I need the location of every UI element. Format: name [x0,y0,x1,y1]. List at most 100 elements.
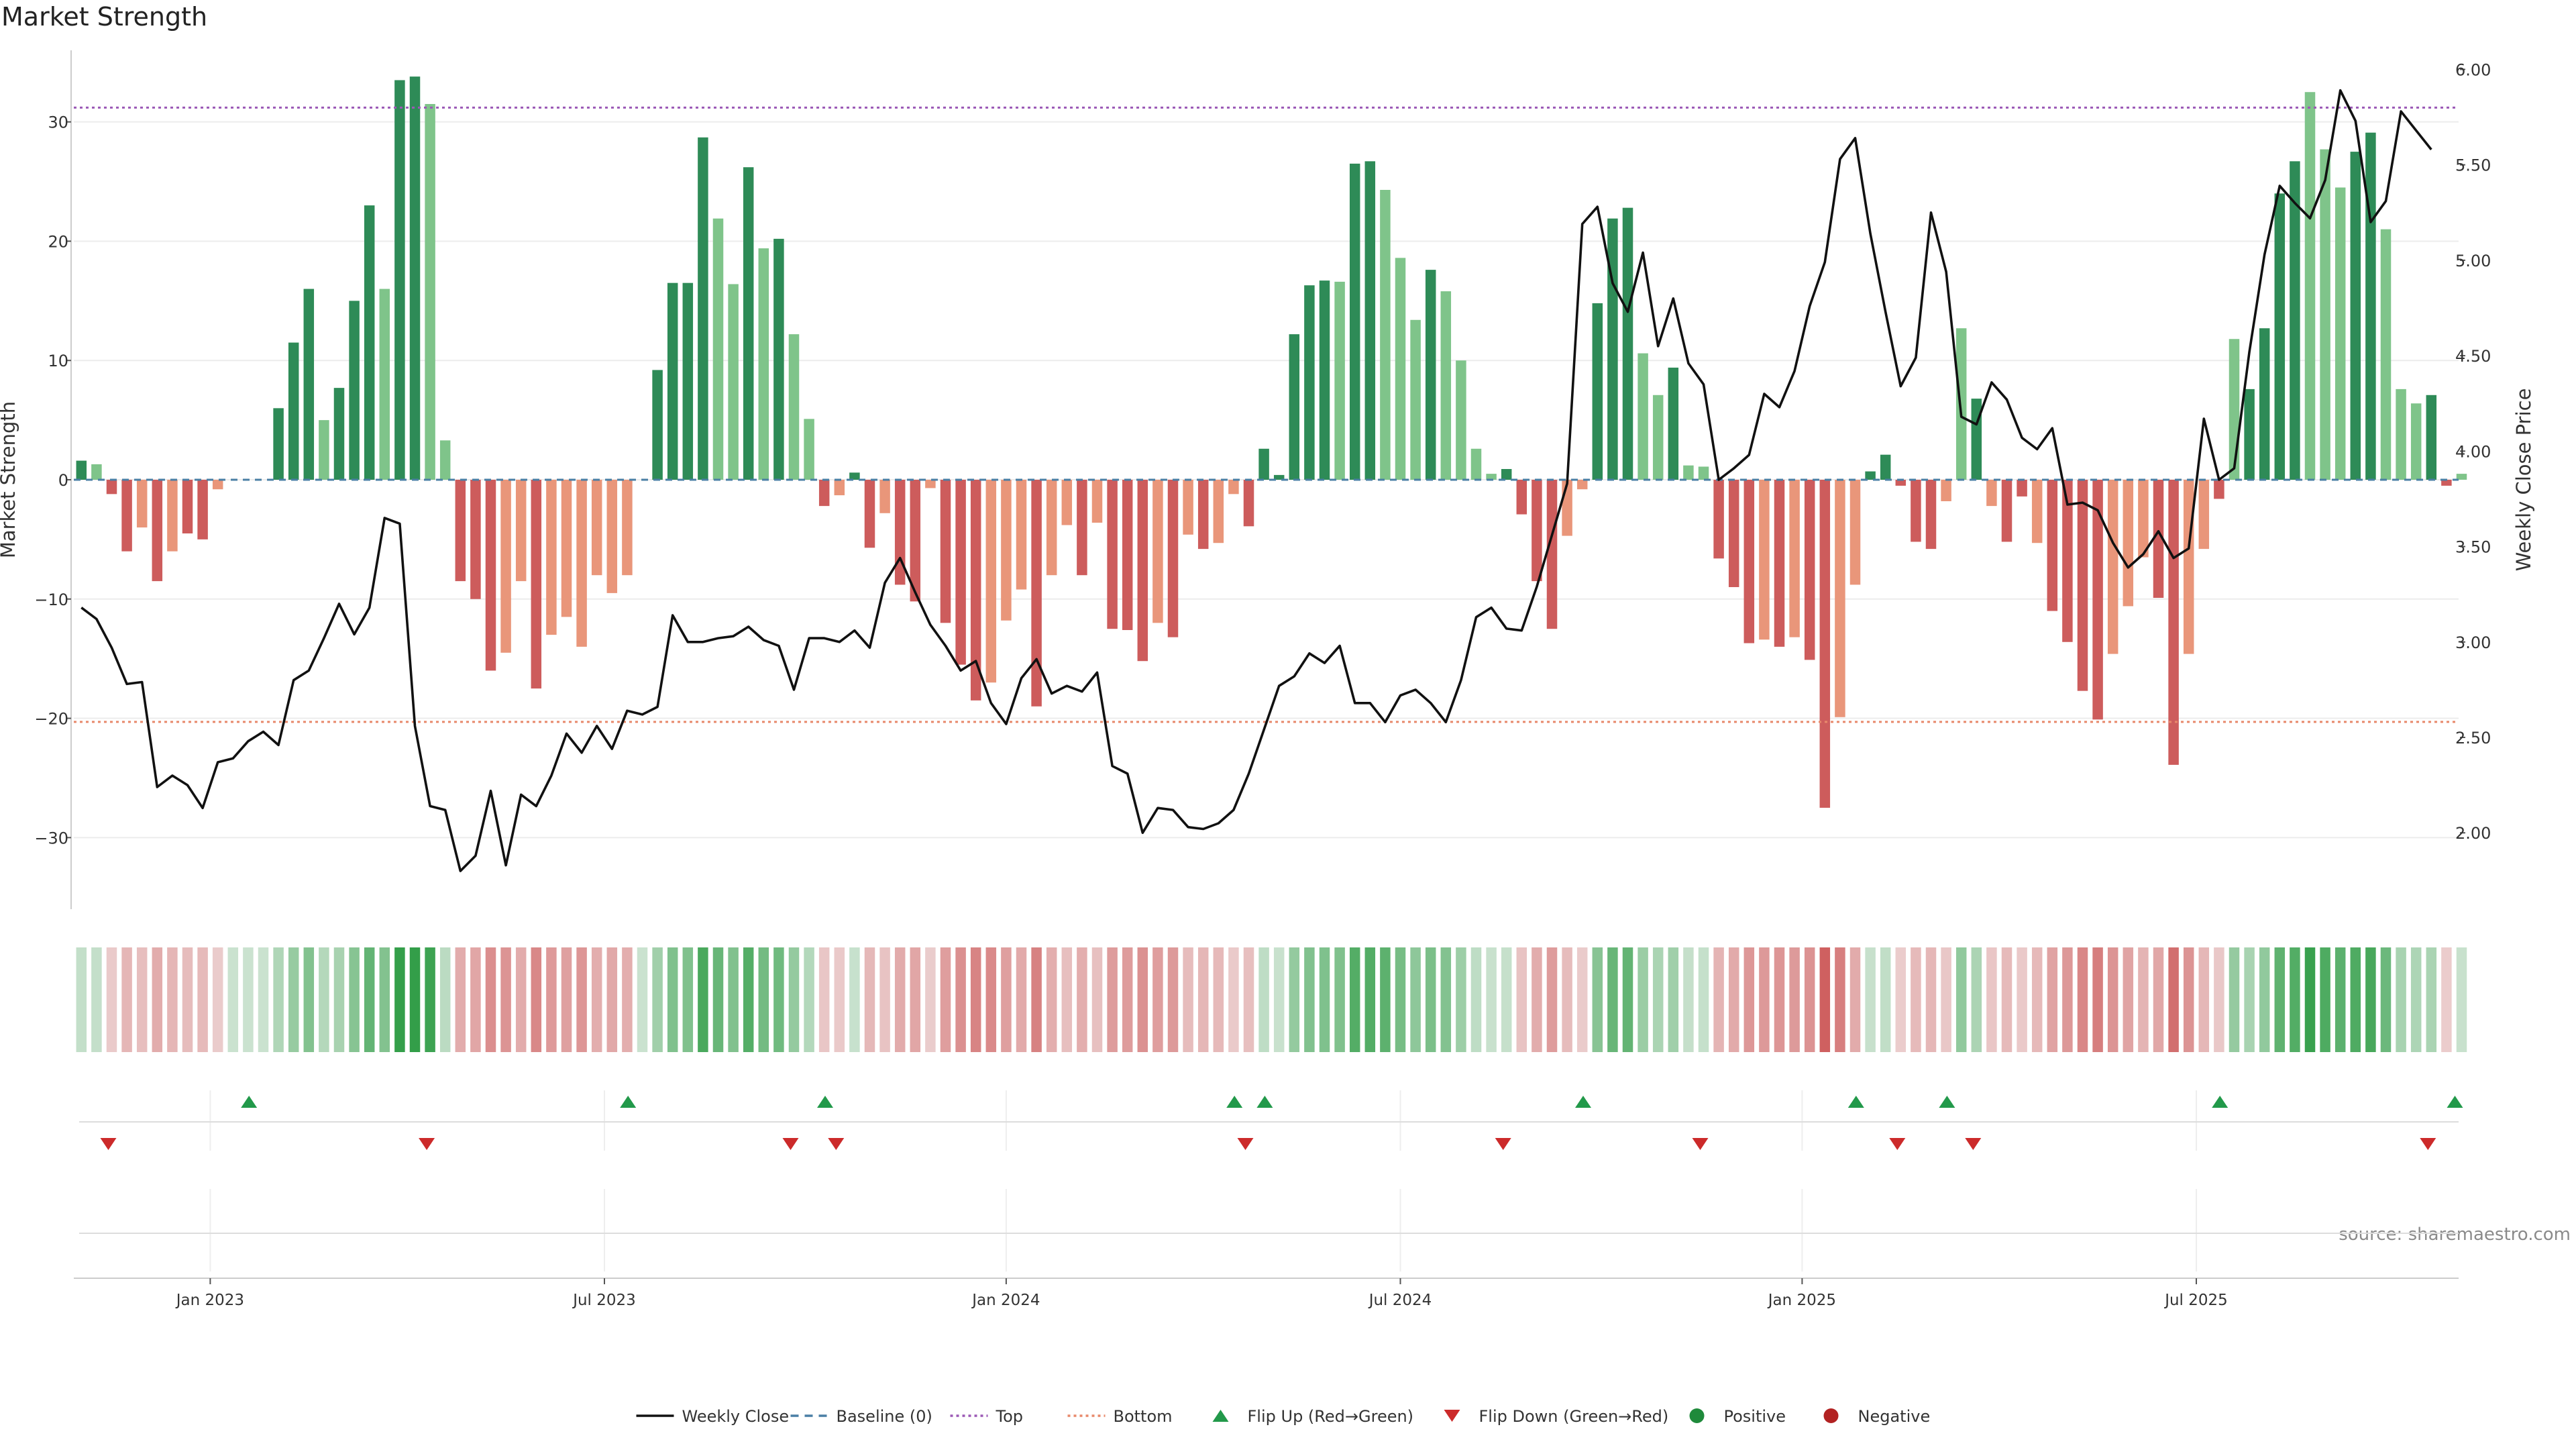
strength-bar [1865,471,1876,480]
strength-bar [925,480,936,488]
y-tick-label: −30 [34,829,68,847]
strength-bar [2062,480,2073,642]
strength-bar [2426,395,2437,480]
heat-cell [1016,947,1027,1052]
x-tick-label: Jul 2024 [1368,1292,1432,1309]
strength-bar [1289,334,1300,480]
heat-cell [152,947,163,1052]
heat-cell [1516,947,1527,1052]
legend-swatch [1689,1408,1705,1423]
strength-bar [1077,480,1087,576]
heat-cell [2441,947,2452,1052]
heat-cell [1501,947,1512,1052]
strength-bar [1925,480,1937,550]
heat-cell [1971,947,1982,1052]
strength-bar [2107,480,2118,654]
heat-cell [2365,947,2376,1052]
heat-cell [319,947,329,1052]
flip-down-marker [1495,1138,1511,1150]
heat-cell [955,947,966,1052]
heat-cell [1911,947,1921,1052]
heat-cell [561,947,572,1052]
y-axis-ticks: 30 20 10 0 −10 −20 −30 [34,113,71,847]
heat-cell [1880,947,1891,1052]
heat-cell [91,947,102,1052]
strength-bar [894,480,906,585]
heat-cell [2410,947,2422,1052]
strength-bar [1456,360,1466,480]
strength-bar [1364,161,1376,480]
y2-tick-label: 6.00 [2455,60,2491,79]
y2-axis-ticks: 6.00 5.50 5.00 4.50 4.00 3.50 3.00 2.50 2.00 [2455,60,2491,843]
heat-cell [1258,947,1269,1052]
strength-bar [698,137,708,480]
heat-cell [910,947,921,1052]
strength-bar [2047,480,2058,611]
heat-cell [1713,947,1724,1052]
heat-cell [2259,947,2270,1052]
heat-cell [2320,947,2330,1052]
strength-bar [1728,480,1739,587]
strength-bar [834,480,845,496]
strength-bar [349,301,360,480]
strength-bar [1319,280,1330,480]
strength-bar [1228,480,1239,495]
heat-cell [834,947,845,1052]
heat-cell [1562,947,1572,1052]
strength-bar [606,480,618,593]
heat-cell [1546,947,1558,1052]
strength-bars [76,76,2467,808]
heat-cell [303,947,315,1052]
heat-cell [2456,947,2467,1052]
strength-bar [788,334,800,480]
strength-bar [212,480,223,490]
y2-tick-label: 2.50 [2455,729,2491,747]
strength-bar [2350,152,2361,480]
heat-cell [2031,947,2043,1052]
x-tick-label: Jan 2025 [1767,1292,1836,1309]
heat-cell [1046,947,1057,1052]
heat-cell [455,947,466,1052]
heat-cell [606,947,618,1052]
heat-cell [515,947,527,1052]
legend-item: Bottom [1067,1407,1173,1426]
heat-cell [2017,947,2027,1052]
legend-item: Flip Up (Red→Green) [1212,1407,1413,1426]
strength-bar [955,480,966,665]
strength-bar [2092,480,2103,720]
strength-bar [1683,465,1694,480]
strength-bar [2290,161,2300,480]
heat-cell [1395,947,1406,1052]
strength-bar [106,480,117,495]
heat-cell [136,947,148,1052]
strength-bar [182,480,193,533]
strength-bar [2123,480,2134,607]
heat-cell [1532,947,1542,1052]
heat-cell [743,947,754,1052]
heat-cell [2214,947,2224,1052]
strength-bar [136,480,148,528]
heat-cell [637,947,648,1052]
legend-label: Negative [1858,1407,1931,1426]
strength-bar [2198,480,2210,550]
heat-cell [1986,947,1997,1052]
heat-cell [712,947,724,1052]
heat-cell [333,947,345,1052]
chart-title: Market Strength [1,2,207,32]
strength-bar [758,248,769,480]
y2-tick-label: 5.00 [2455,252,2491,270]
heat-cell [1819,947,1831,1052]
flip-markers [79,1090,2463,1151]
strength-bar [591,480,602,576]
strength-bar [425,104,435,480]
strength-bar [1258,448,1269,480]
heat-cell [894,947,906,1052]
strength-bar [1425,270,1436,480]
heat-cell [1380,947,1391,1052]
strength-bar [1562,480,1572,536]
heat-cell [2047,947,2058,1052]
heat-cell [106,947,117,1052]
strength-bar [1243,480,1254,527]
strength-bar [1001,480,1012,621]
heat-cell [773,947,784,1052]
